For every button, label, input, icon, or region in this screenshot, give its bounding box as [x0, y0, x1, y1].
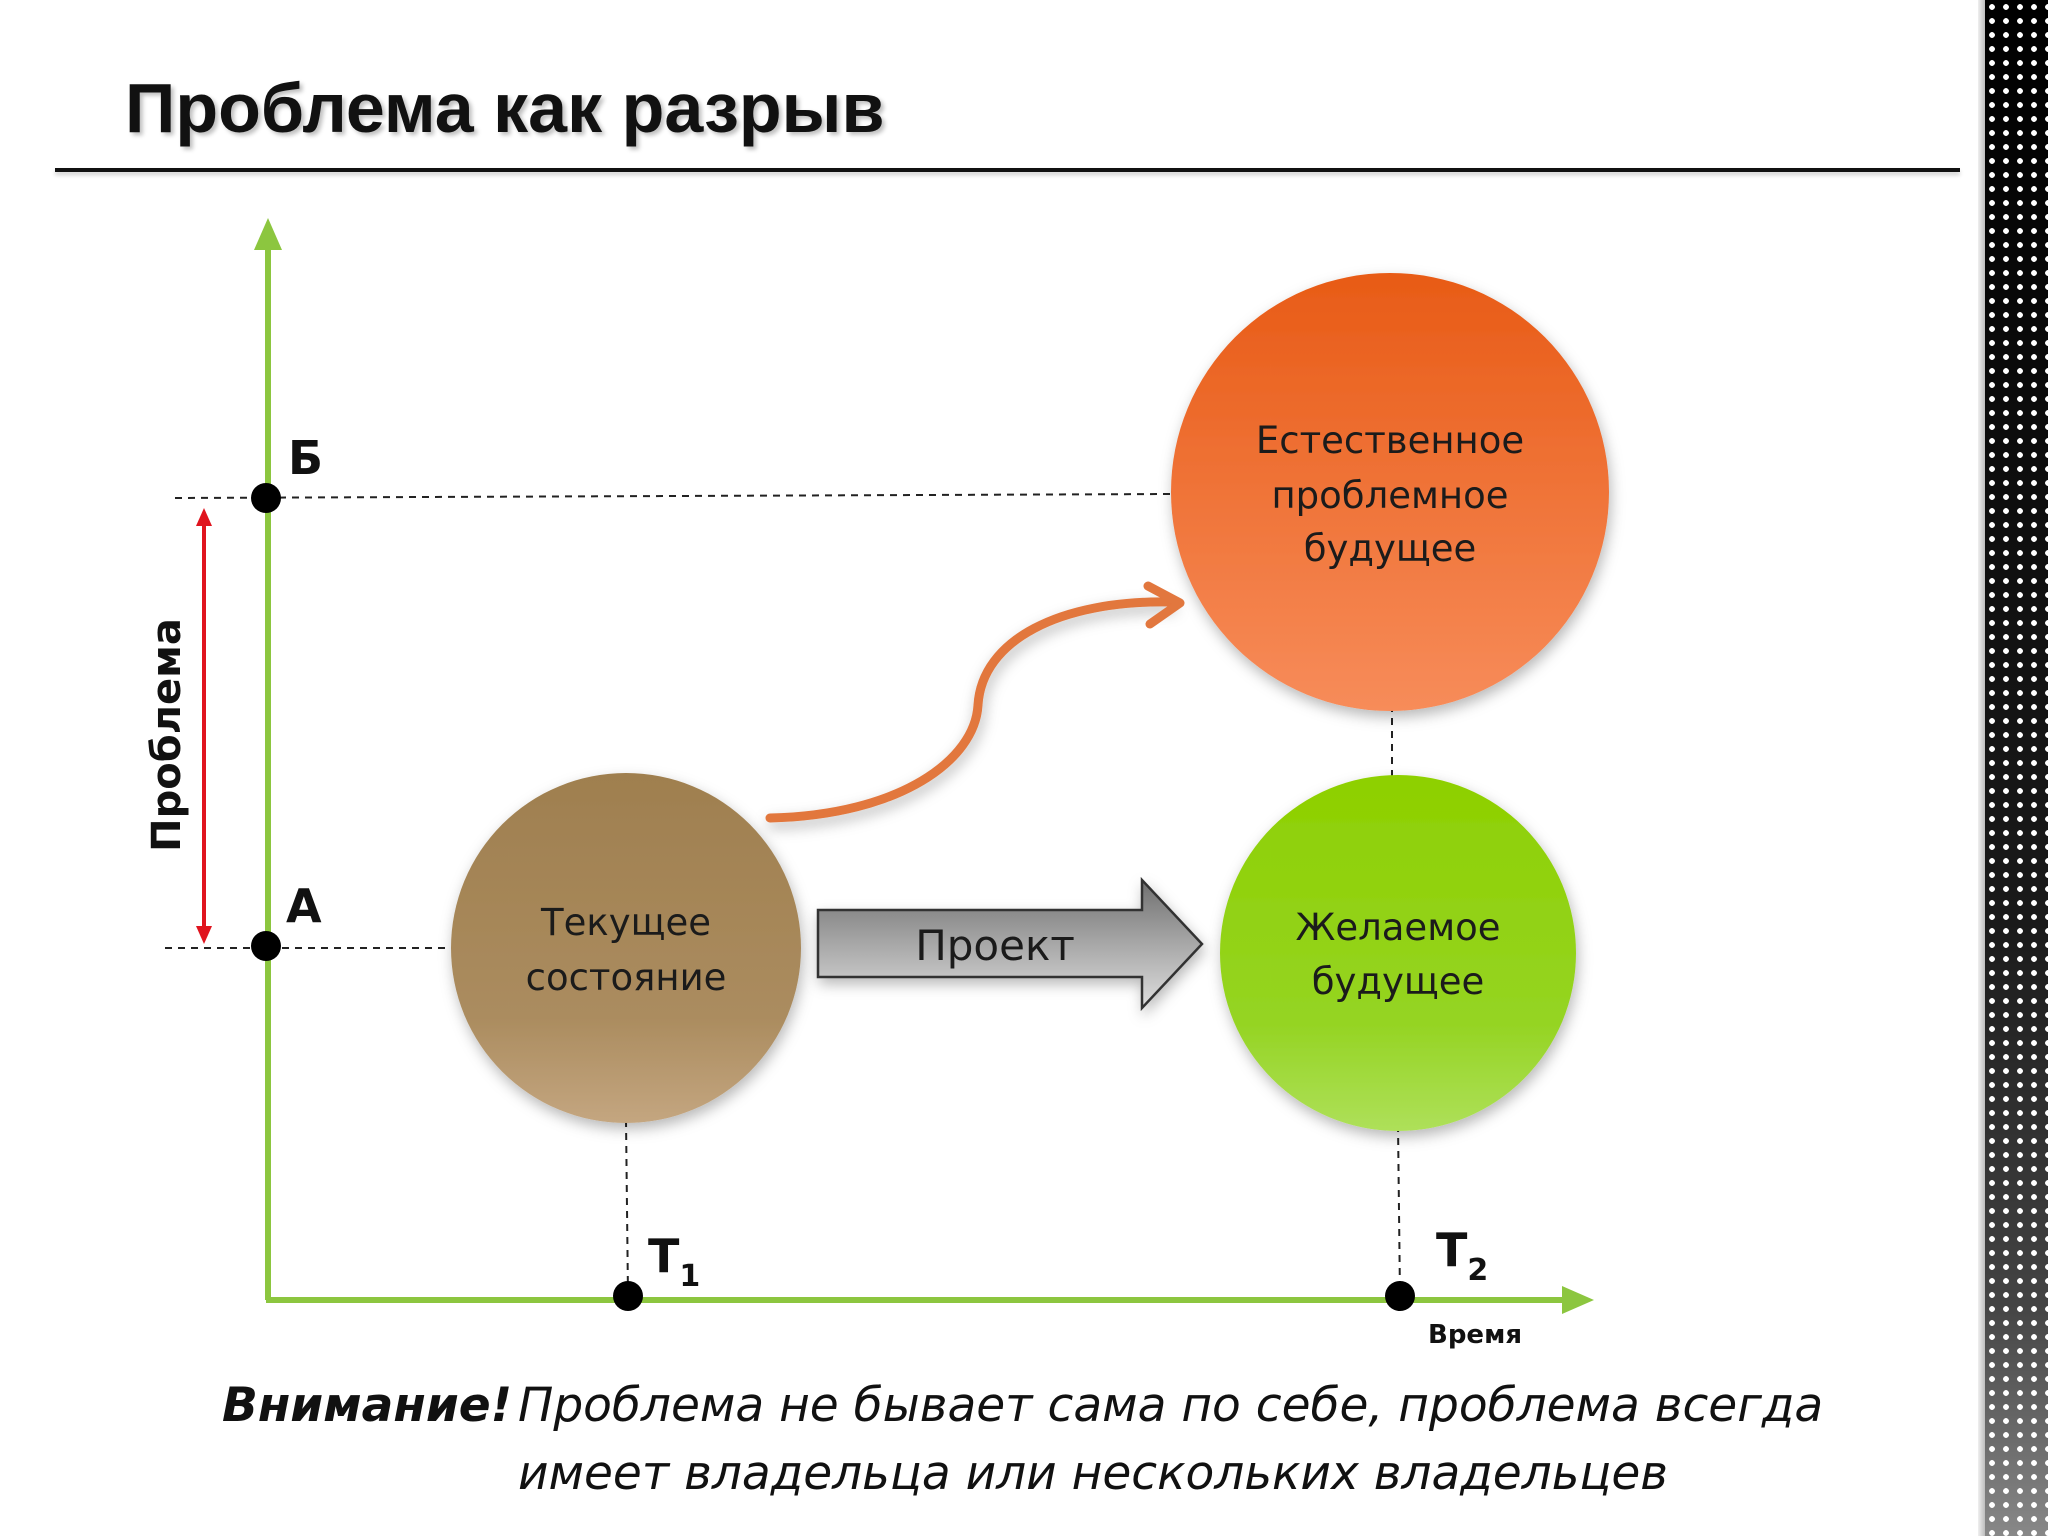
node-current-state: Текущее состояние	[451, 773, 801, 1123]
guide-t1-vertical	[625, 1119, 629, 1297]
node-desired-future: Желаемое будущее	[1220, 775, 1576, 1131]
project-arrow: Проект	[816, 876, 1204, 1012]
node-natural-line3: будущее	[1304, 527, 1477, 570]
y-axis-arrowhead	[254, 218, 282, 250]
label-t1: T1	[648, 1229, 700, 1294]
natural-trend-arrow	[765, 581, 1185, 823]
point-t1	[613, 1281, 643, 1311]
footer-lead: Внимание!	[222, 1378, 513, 1433]
guide-t2-vertical	[1397, 1124, 1401, 1297]
node-desired-line1: Желаемое	[1295, 906, 1500, 949]
node-desired-line2: будущее	[1312, 960, 1485, 1003]
decorative-side-strip	[1985, 0, 2048, 1536]
label-t2: T2	[1436, 1223, 1488, 1288]
node-natural-future: Естественное проблемное будущее	[1171, 273, 1609, 711]
title-divider	[55, 168, 1960, 172]
node-natural-line1: Естественное	[1256, 419, 1524, 462]
page-title: Проблема как разрыв	[125, 69, 885, 147]
point-t2	[1385, 1281, 1415, 1311]
guide-lines	[165, 493, 1401, 1297]
point-a	[251, 931, 281, 961]
point-b	[251, 483, 281, 513]
footer-line-2: имеет владельца или нескольких владельце…	[518, 1446, 1669, 1501]
guide-b-horizontal	[174, 493, 1173, 499]
x-axis-arrowhead	[1562, 1286, 1594, 1314]
y-axis-label: Проблема	[144, 618, 190, 852]
project-arrow-label: Проект	[915, 921, 1075, 970]
side-strip-edge	[1978, 0, 1985, 1536]
node-natural-line2: проблемное	[1271, 474, 1508, 517]
axes	[254, 218, 1594, 1314]
footer-line-1: Проблема не бывает сама по себе, проблем…	[518, 1378, 1824, 1433]
label-b: Б	[288, 431, 323, 485]
problem-gap-arrow	[196, 508, 212, 944]
node-current-line1: Текущее	[540, 901, 711, 944]
node-current-line2: состояние	[526, 956, 727, 999]
label-a: А	[286, 879, 322, 933]
x-axis-label: Время	[1428, 1320, 1522, 1350]
